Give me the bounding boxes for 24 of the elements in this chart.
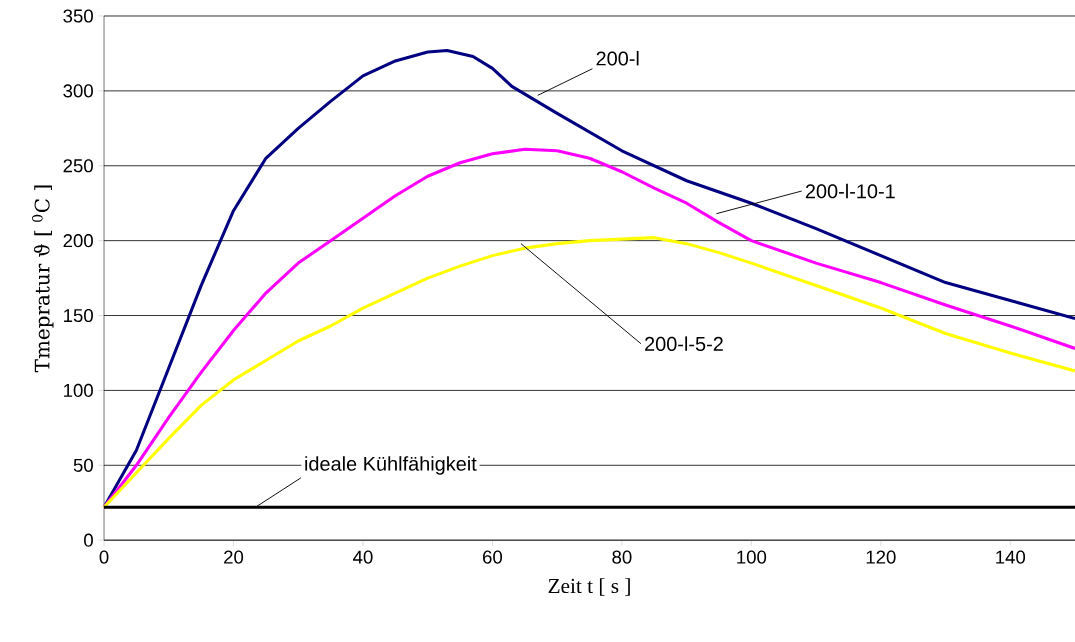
y-tick-label: 250 [63,159,93,173]
annotation: ideale Kühlfähigkeit [305,456,477,475]
annotation: 200-l-10-1 [805,183,895,199]
x-tick-label: 120 [866,550,896,564]
x-axis-title: Zeit t [ s ] [548,578,630,596]
y-tick-label: 350 [63,9,93,23]
y-axis-title: Tmepratur ϑ [ $^{0}$C ] [32,185,54,373]
annotation: 200-l-5-2 [645,336,723,352]
y-tick-label: 0 [84,533,93,547]
y-tick-label: 100 [64,384,93,398]
x-tick-label: 60 [483,550,503,564]
x-tick-label: 0 [99,550,109,564]
line-series [102,147,1075,509]
x-tick-label: 20 [224,550,244,564]
x-tick-label: 80 [612,550,632,564]
x-tick-label: 40 [353,550,373,564]
y-tick-label: 50 [73,458,93,473]
x-tick-label: 100 [737,550,767,564]
line-series [102,236,1075,509]
y-tick-label: 200 [63,234,93,248]
x-tick-label: 140 [996,550,1026,564]
y-tick-label: 300 [63,84,93,98]
y-tick-label: 150 [64,309,93,323]
annotation: 200-l [596,51,639,66]
